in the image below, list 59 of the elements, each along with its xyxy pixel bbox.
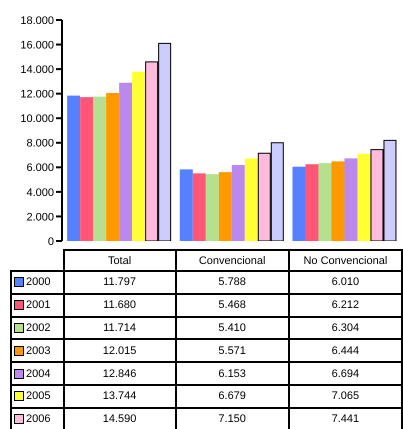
x-tick-label: No Convencional: [288, 250, 402, 271]
y-tick-label: 18.000: [20, 14, 54, 27]
bar: [106, 92, 120, 241]
bar: [67, 96, 80, 241]
y-tick-label: 0: [48, 236, 54, 248]
data-label: 6.679: [176, 384, 289, 408]
bar: [192, 173, 206, 241]
legend-label: 2005: [26, 390, 50, 402]
bar: [232, 164, 245, 241]
bar: [206, 174, 219, 241]
data-label: 6.304: [288, 316, 402, 340]
bar: [344, 158, 358, 241]
bar: [244, 158, 258, 241]
data-label: 5.788: [176, 271, 289, 294]
bar: [132, 72, 146, 241]
bar: [93, 96, 106, 241]
legend-label: 2006: [26, 413, 50, 426]
y-tick-label: 12.000: [20, 88, 54, 101]
bar: [357, 154, 370, 241]
data-label: 13.744: [64, 384, 176, 408]
data-label: 12.846: [64, 362, 176, 385]
y-tick-label: 10.000: [20, 113, 54, 126]
y-tick-label: 4.000: [26, 186, 54, 199]
legend-label: 2000: [26, 276, 50, 288]
data-label: 5.410: [176, 316, 289, 340]
y-tick-label: 14.000: [20, 64, 54, 76]
y-tick-label: 8.000: [26, 138, 54, 150]
bar: [180, 169, 193, 241]
data-label: 6.694: [288, 362, 402, 385]
bar: [305, 164, 318, 241]
data-label: 6.444: [288, 339, 402, 362]
data-label: 11.680: [64, 294, 176, 317]
data-label: 5.571: [176, 339, 289, 362]
legend-label: 2003: [26, 344, 50, 357]
data-label: 6.010: [288, 271, 402, 294]
legend-label: 2004: [26, 368, 50, 380]
data-label: 12.015: [64, 339, 176, 362]
data-label: 7.150: [176, 408, 289, 429]
bar: [218, 172, 232, 241]
data-label: 6.153: [176, 362, 289, 385]
bar: [80, 97, 94, 241]
x-tick-label: Total: [64, 250, 176, 271]
data-label: 11.797: [64, 271, 176, 294]
y-tick-label: 16.000: [20, 39, 54, 52]
data-label: 14.590: [64, 408, 176, 429]
data-label: 7.441: [288, 408, 402, 429]
data-label: 11.714: [64, 316, 176, 340]
legend-label: 2002: [26, 322, 50, 334]
y-tick-label: 2.000: [26, 211, 54, 224]
bar: [331, 161, 344, 241]
bar: [292, 166, 306, 241]
bar: [318, 163, 332, 241]
bar: [119, 82, 132, 241]
data-label: 7.065: [288, 384, 402, 408]
data-label: 5.468: [176, 294, 289, 317]
data-label: 6.212: [288, 294, 402, 317]
x-tick-label: Convencional: [176, 250, 289, 271]
y-tick-label: 6.000: [26, 162, 54, 174]
legend-label: 2001: [26, 299, 50, 312]
